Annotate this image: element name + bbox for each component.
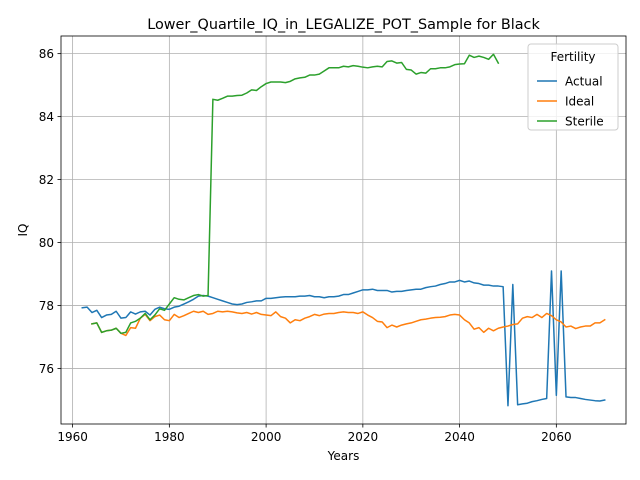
series-layer — [81, 53, 606, 407]
legend-items: Actual Ideal Sterile — [537, 75, 604, 129]
legend-label-ideal: Ideal — [565, 95, 594, 109]
chart-title: Lower_Quartile_IQ_in_LEGALIZE_POT_Sample… — [147, 17, 540, 33]
y-tick-label: 82 — [39, 173, 54, 187]
y-tick-label: 86 — [39, 47, 54, 61]
x-tick-label: 1960 — [57, 430, 88, 444]
ticks: 1960 1980 2000 2020 2040 2060 76 78 80 82 84 86 — [39, 47, 572, 444]
series-line-actual — [81, 270, 606, 407]
y-tick-label: 84 — [39, 110, 54, 124]
y-tick-label: 80 — [39, 236, 54, 250]
legend-box — [527, 43, 619, 131]
x-tick-label: 2060 — [541, 430, 572, 444]
x-tick-label: 2020 — [348, 430, 379, 444]
legend-label-sterile: Sterile — [565, 115, 604, 129]
x-tick-label: 1980 — [154, 430, 185, 444]
series-line-sterile — [91, 53, 500, 335]
legend: Fertility Actual Ideal Sterile — [527, 43, 619, 131]
x-axis-label: Years — [327, 449, 360, 463]
legend-title: Fertility — [550, 50, 595, 64]
y-axis-label: IQ — [16, 224, 30, 237]
y-tick-label: 78 — [39, 299, 54, 313]
y-tick-label: 76 — [39, 362, 54, 376]
series-line-ideal — [91, 310, 606, 337]
axes-frame — [60, 35, 627, 425]
x-tick-label: 2040 — [444, 430, 475, 444]
x-tick-label: 2000 — [251, 430, 282, 444]
legend-label-actual: Actual — [565, 75, 603, 89]
